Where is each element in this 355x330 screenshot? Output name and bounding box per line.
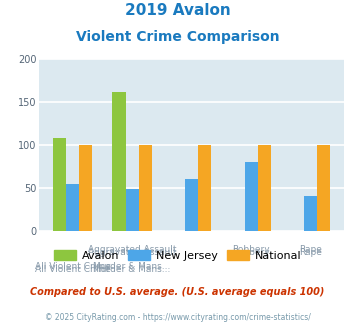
- Text: Compared to U.S. average. (U.S. average equals 100): Compared to U.S. average. (U.S. average …: [30, 287, 325, 297]
- Text: Robbery: Robbery: [233, 245, 270, 254]
- Bar: [258, 145, 271, 231]
- Legend: Avalon, New Jersey, National: Avalon, New Jersey, National: [51, 247, 304, 264]
- Bar: [113, 92, 126, 231]
- Text: 2019 Avalon: 2019 Avalon: [125, 3, 230, 18]
- Bar: [185, 179, 198, 231]
- Text: Murder & Mans...: Murder & Mans...: [93, 265, 171, 274]
- Bar: [66, 184, 79, 231]
- Text: Robbery: Robbery: [233, 248, 270, 257]
- Text: Aggravated Assault: Aggravated Assault: [88, 248, 176, 257]
- Bar: [198, 145, 211, 231]
- Bar: [304, 196, 317, 231]
- Text: Rape: Rape: [299, 245, 322, 254]
- Bar: [79, 145, 92, 231]
- Bar: [126, 189, 139, 231]
- Bar: [53, 138, 66, 231]
- Text: © 2025 CityRating.com - https://www.cityrating.com/crime-statistics/: © 2025 CityRating.com - https://www.city…: [45, 314, 310, 322]
- Text: Violent Crime Comparison: Violent Crime Comparison: [76, 30, 279, 44]
- Text: All Violent Crime: All Violent Crime: [35, 265, 110, 274]
- Text: Rape: Rape: [299, 248, 322, 257]
- Text: Murder & Mans...: Murder & Mans...: [93, 262, 171, 271]
- Text: All Violent Crime: All Violent Crime: [35, 262, 110, 271]
- Bar: [245, 162, 258, 231]
- Text: Aggravated Assault: Aggravated Assault: [88, 245, 176, 254]
- Bar: [139, 145, 152, 231]
- Bar: [317, 145, 331, 231]
